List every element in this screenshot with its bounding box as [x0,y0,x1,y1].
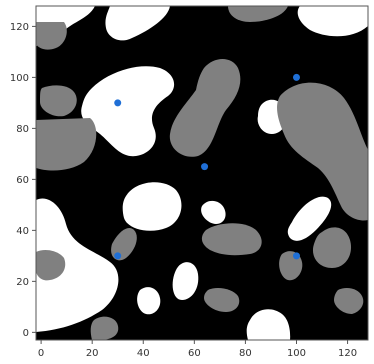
gray-regions [36,6,368,340]
gray-region-left-mid [36,118,97,171]
plot-frame [35,5,369,341]
x-tick-label: 80 [239,348,252,359]
white-regions [36,6,368,340]
gray-region-right-large [277,82,368,221]
white-region-bottom-left [36,198,119,332]
y-tick-label: 80 [16,124,29,135]
white-region-center [122,182,182,231]
axes: 0 20 40 60 80 100 120 0 20 40 60 80 100 120 [10,22,357,359]
gray-region-bottom-mid [204,288,240,312]
data-point [114,252,122,260]
white-region-small-diag [201,200,226,224]
gray-region-bottom-right [334,288,364,314]
y-tick-label: 20 [16,277,29,288]
field-regions [36,6,368,340]
data-point [292,252,300,260]
y-tick-label: 0 [23,328,29,339]
data-points [114,73,300,260]
gray-region-left-bottom [111,227,137,261]
gray-region-right-bottom [312,227,352,268]
x-tick-label: 40 [137,348,150,359]
x-tick-label: 60 [188,348,201,359]
x-tick-label: 100 [287,348,306,359]
gray-region-center-bottom [201,223,262,256]
white-region-small-bottom [172,262,199,300]
y-tick-label: 40 [16,226,29,237]
white-region-bottom-mid [137,287,161,315]
data-point [114,99,122,107]
white-region-top-right [297,6,368,37]
y-tick-label: 100 [10,73,29,84]
gray-region-top-left [36,22,67,50]
gray-region-left-upper [40,85,77,117]
gray-region-top-mid [228,6,288,22]
x-tick-label: 120 [338,348,357,359]
y-tick-label: 120 [10,22,29,33]
data-point [201,163,209,171]
gray-region-far-left-bottom [36,250,66,281]
x-tick-label: 0 [38,348,44,359]
x-tick-label: 20 [86,348,99,359]
white-region-bottom-center [246,309,291,340]
gray-region-center-top [169,59,241,157]
data-point [292,73,300,81]
gray-region-bottom-left-small [90,316,119,340]
white-region-right-diag [287,196,332,241]
white-region-top-center [105,6,170,41]
y-tick-label: 60 [16,175,29,186]
white-region-star [81,66,175,157]
